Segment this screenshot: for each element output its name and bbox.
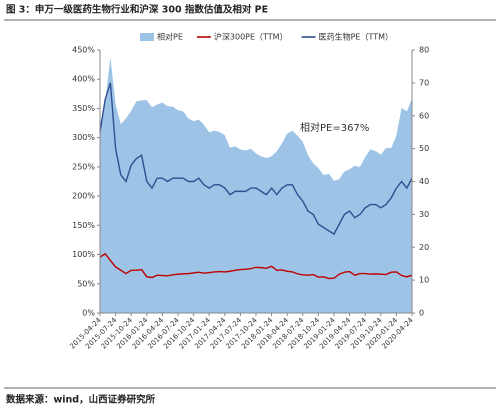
y-tick-label: 400%	[72, 75, 95, 84]
legend-label: 沪深300PE（TTM）	[214, 32, 288, 42]
y-tick-label: 350%	[72, 104, 95, 113]
y-tick-label: 150%	[72, 221, 95, 230]
y2-tick-label: 20	[419, 243, 429, 252]
line	[99, 82, 413, 236]
y-tick-label: 300%	[72, 133, 95, 142]
y-tick-label: 0%	[82, 309, 95, 318]
chart-title: 图 3：申万一级医药生物行业和沪深 300 指数估值及相对 PE	[6, 4, 268, 16]
y-tick-label: 200%	[72, 192, 95, 201]
line	[99, 252, 413, 280]
y2-tick-label: 0	[419, 309, 424, 318]
annotation: 相对PE=367%	[300, 121, 369, 134]
y2-tick-label: 30	[419, 210, 429, 219]
y-tick-label: 450%	[72, 46, 95, 55]
y2-tick-label: 70	[419, 78, 429, 87]
source-note: 数据来源：wind，山西证券研究所	[5, 394, 156, 406]
legend-label: 相对PE	[157, 32, 183, 42]
y2-tick-label: 50	[419, 144, 429, 153]
y2-tick-label: 40	[419, 177, 429, 186]
y-tick-label: 250%	[72, 162, 95, 171]
y-tick-label: 100%	[72, 250, 95, 259]
y2-tick-label: 10	[419, 276, 429, 285]
legend-swatch	[140, 33, 154, 41]
y2-tick-label: 80	[419, 46, 429, 55]
y-tick-label: 50%	[77, 279, 95, 288]
area	[100, 57, 412, 313]
legend-label: 医药生物PE（TTM）	[319, 32, 393, 42]
y2-tick-label: 60	[419, 111, 429, 120]
